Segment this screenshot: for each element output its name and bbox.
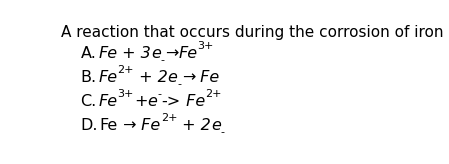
Text: 3+: 3+ <box>198 41 214 51</box>
Text: e: e <box>147 94 157 109</box>
Text: A reaction that occurs during the corrosion of iron is: A reaction that occurs during the corros… <box>61 25 449 40</box>
Text: Fe: Fe <box>98 70 118 85</box>
Text: D.: D. <box>80 118 98 133</box>
Text: +: + <box>134 94 147 109</box>
Text: →: → <box>181 70 195 85</box>
Text: 2+: 2+ <box>118 65 134 75</box>
Text: Fe: Fe <box>136 118 161 133</box>
Text: -: - <box>161 55 165 65</box>
Text: Fe: Fe <box>98 46 117 61</box>
Text: e: e <box>151 46 161 61</box>
Text: Fe: Fe <box>178 46 198 61</box>
Text: e: e <box>211 118 221 133</box>
Text: Fe: Fe <box>195 70 219 85</box>
Text: Fe: Fe <box>180 94 205 109</box>
Text: + 2: + 2 <box>177 118 211 133</box>
Text: -: - <box>221 127 225 137</box>
Text: B.: B. <box>80 70 97 85</box>
Text: + 2: + 2 <box>134 70 168 85</box>
Text: 3+: 3+ <box>118 89 134 99</box>
Text: 2+: 2+ <box>161 113 177 123</box>
Text: Fe: Fe <box>100 118 118 133</box>
Text: ->: -> <box>161 94 180 109</box>
Text: + 3: + 3 <box>117 46 151 61</box>
Text: →: → <box>118 118 136 133</box>
Text: C.: C. <box>80 94 97 109</box>
Text: →: → <box>165 46 178 61</box>
Text: Fe: Fe <box>98 94 118 109</box>
Text: -: - <box>157 89 161 99</box>
Text: A.: A. <box>80 46 97 61</box>
Text: e: e <box>168 70 178 85</box>
Text: -: - <box>178 79 181 89</box>
Text: 2+: 2+ <box>205 89 221 99</box>
